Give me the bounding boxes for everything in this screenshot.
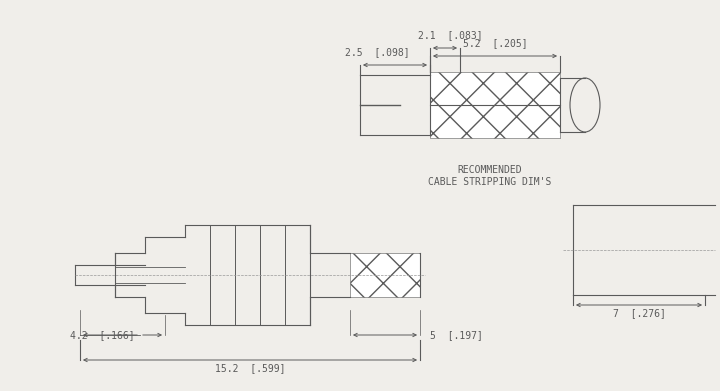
- Text: 5.2  [.205]: 5.2 [.205]: [463, 38, 527, 48]
- Bar: [430, 72, 560, 138]
- Text: RECOMMENDED
CABLE STRIPPING DIM'S: RECOMMENDED CABLE STRIPPING DIM'S: [428, 165, 552, 187]
- Text: 4.2  [.166]: 4.2 [.166]: [70, 330, 135, 340]
- Ellipse shape: [570, 78, 600, 132]
- Text: 5  [.197]: 5 [.197]: [430, 330, 483, 340]
- Text: 2.5  [.098]: 2.5 [.098]: [345, 47, 409, 57]
- Text: 15.2  [.599]: 15.2 [.599]: [215, 363, 285, 373]
- Text: 7  [.276]: 7 [.276]: [613, 308, 665, 318]
- Text: 2.1  [.083]: 2.1 [.083]: [418, 30, 482, 40]
- Bar: [350, 253, 420, 297]
